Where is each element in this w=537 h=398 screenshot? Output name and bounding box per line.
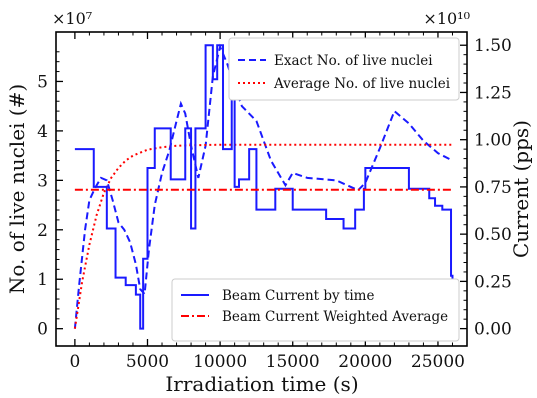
- left-y-tick-label: 5: [37, 72, 48, 92]
- left-y-tick-label: 1: [37, 270, 48, 290]
- left-y-tick-label: 3: [37, 171, 48, 191]
- x-axis-label: Irradiation time (s): [165, 372, 358, 396]
- right-axis-multiplier: ×10¹⁰: [423, 9, 470, 28]
- right-axis-label: Current (pps): [509, 120, 533, 258]
- left-y-tick-label: 0: [37, 320, 48, 340]
- left-axis-label: No. of live nuclei (#): [5, 84, 29, 294]
- right-y-tick-label: 1.50: [474, 36, 512, 56]
- right-y-tick-label: 0.75: [474, 178, 512, 198]
- plot-frame: [55, 31, 468, 347]
- legend-weighted-label: Beam Current Weighted Average: [222, 309, 448, 325]
- x-tick-label: 15000: [266, 352, 320, 372]
- legend-exact-label: Exact No. of live nuclei: [274, 53, 433, 69]
- left-y-tick-label: 4: [37, 122, 48, 142]
- legend-average-label: Average No. of live nuclei: [273, 76, 451, 92]
- legend-bottom: Beam Current by time Beam Current Weight…: [171, 278, 460, 342]
- right-y-tick-label: 0.50: [474, 225, 512, 245]
- legend-beam-label: Beam Current by time: [222, 288, 374, 304]
- legend-bottom-box: [171, 278, 460, 342]
- ticks-layer: 0 5000 10000 15000 20000 25000 0 1 2 3 4 5 0.00 0.25 0…: [37, 32, 512, 372]
- left-y-tick-label: 2: [37, 221, 48, 241]
- series-layer: [73, 43, 454, 330]
- x-tick-label: 20000: [338, 352, 392, 372]
- legend-top-box: [228, 37, 460, 101]
- right-y-tick-label: 0.00: [474, 320, 512, 340]
- x-tick-label: 0: [69, 352, 80, 372]
- series-beam-current-line: [74, 44, 454, 330]
- right-y-tick-label: 1.25: [474, 83, 512, 103]
- legend-top: Exact No. of live nuclei Average No. of …: [228, 37, 460, 101]
- left-axis-multiplier: ×10⁷: [52, 9, 92, 28]
- x-tick-label: 25000: [411, 352, 465, 372]
- right-y-tick-label: 1.00: [474, 131, 512, 151]
- x-tick-label: 10000: [193, 352, 247, 372]
- right-y-tick-label: 0.25: [474, 272, 512, 292]
- series-average-live-nuclei-line: [73, 143, 453, 329]
- x-tick-label: 5000: [126, 352, 169, 372]
